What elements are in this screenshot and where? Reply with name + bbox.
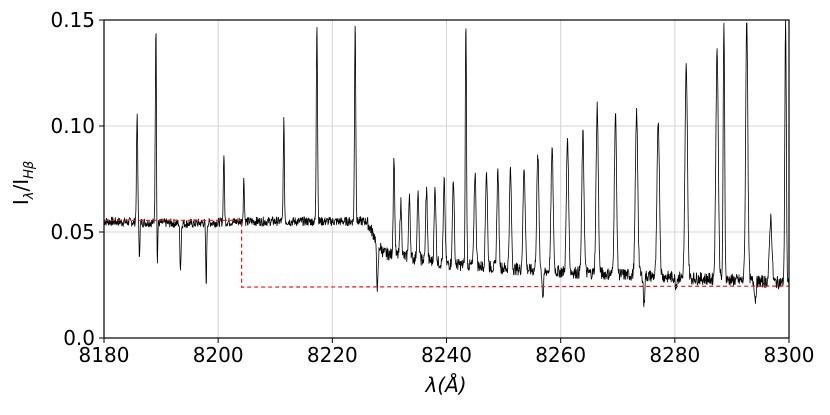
x-axis-label: λ(Å): [424, 373, 466, 397]
continuum-line: [104, 219, 789, 288]
x-tick-label: 8300: [764, 343, 815, 367]
x-tick-label: 8260: [535, 343, 586, 367]
y-tick-label: 0.0: [63, 326, 95, 350]
x-tick-label: 8280: [649, 343, 700, 367]
y-axis: 0.0 0.05 0.10 0.15: [50, 8, 104, 350]
y-axis-label: Iλ/IHβ: [9, 161, 37, 205]
x-tick-label: 8240: [421, 343, 472, 367]
y-tick-label: 0.10: [50, 114, 95, 138]
x-tick-label: 8200: [193, 343, 244, 367]
y-tick-label: 0.15: [50, 8, 95, 32]
x-tick-label: 8180: [79, 343, 130, 367]
x-axis: 8180 8200 8220 8240 8260 8280 8300: [79, 338, 815, 367]
x-tick-label: 8220: [307, 343, 358, 367]
y-tick-label: 0.05: [50, 220, 95, 244]
series-layer: [104, 20, 789, 308]
